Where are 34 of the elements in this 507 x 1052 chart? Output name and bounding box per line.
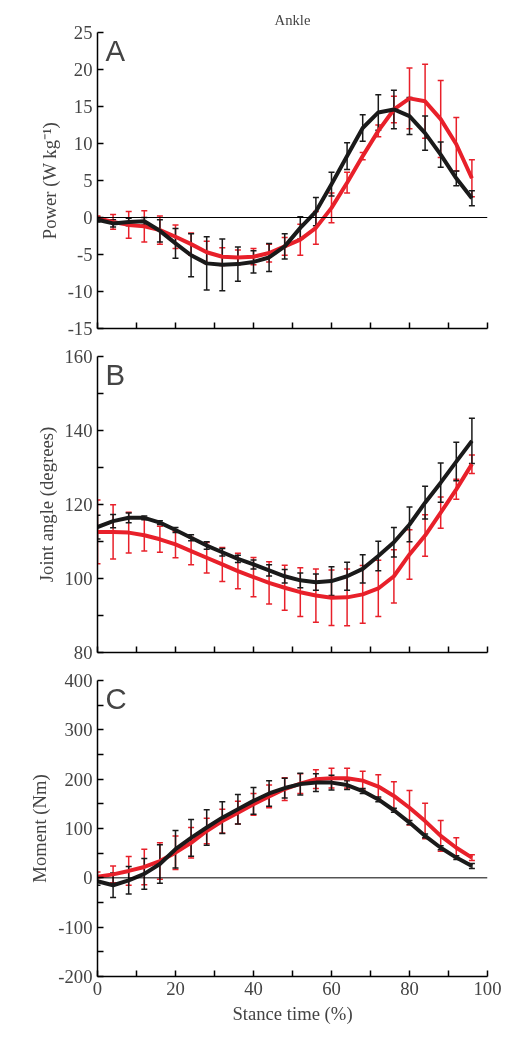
y-tick-label: -10 <box>67 281 93 302</box>
y-tick-label: 0 <box>83 867 93 889</box>
y-tick-label: 80 <box>73 642 93 663</box>
y-tick-label: 100 <box>64 568 93 589</box>
y-tick-label: 0 <box>83 207 93 228</box>
y-tick-label: -5 <box>76 244 93 265</box>
annotation: B <box>105 357 126 391</box>
y-tick-label: 10 <box>73 133 93 154</box>
y-tick-label: 5 <box>83 170 93 191</box>
y-tick-label: 100 <box>64 818 93 839</box>
x-tick-label: 80 <box>400 977 419 999</box>
y-tick-label: -100 <box>58 916 93 938</box>
annotation: C <box>105 681 127 715</box>
y-tick-label: 20 <box>73 59 93 80</box>
y-tick-label: 140 <box>64 420 93 441</box>
y-axis-title: Joint angle (degrees) <box>35 426 58 583</box>
y-tick-label: 400 <box>64 670 93 691</box>
y-tick-label: 15 <box>73 96 93 117</box>
annotation: A <box>105 33 126 67</box>
y-tick-label: -200 <box>58 966 93 987</box>
y-tick-label: 120 <box>64 494 93 515</box>
y-tick-label: -15 <box>67 318 93 339</box>
x-tick-label: 40 <box>244 977 263 999</box>
y-tick-label: 200 <box>64 768 93 790</box>
y-axis-title: Power (W kg⁻¹) <box>38 122 61 240</box>
y-tick-label: 300 <box>64 719 93 741</box>
y-tick-label: 25 <box>73 22 93 43</box>
chart-title: Ankle <box>274 11 311 28</box>
x-axis-title: Stance time (%) <box>232 1002 353 1025</box>
y-axis-title: Moment (Nm) <box>29 774 52 883</box>
y-tick-label: 160 <box>64 346 93 367</box>
x-tick-label: 60 <box>322 977 341 999</box>
x-tick-label: 20 <box>166 977 185 999</box>
x-tick-label: 100 <box>473 977 502 999</box>
